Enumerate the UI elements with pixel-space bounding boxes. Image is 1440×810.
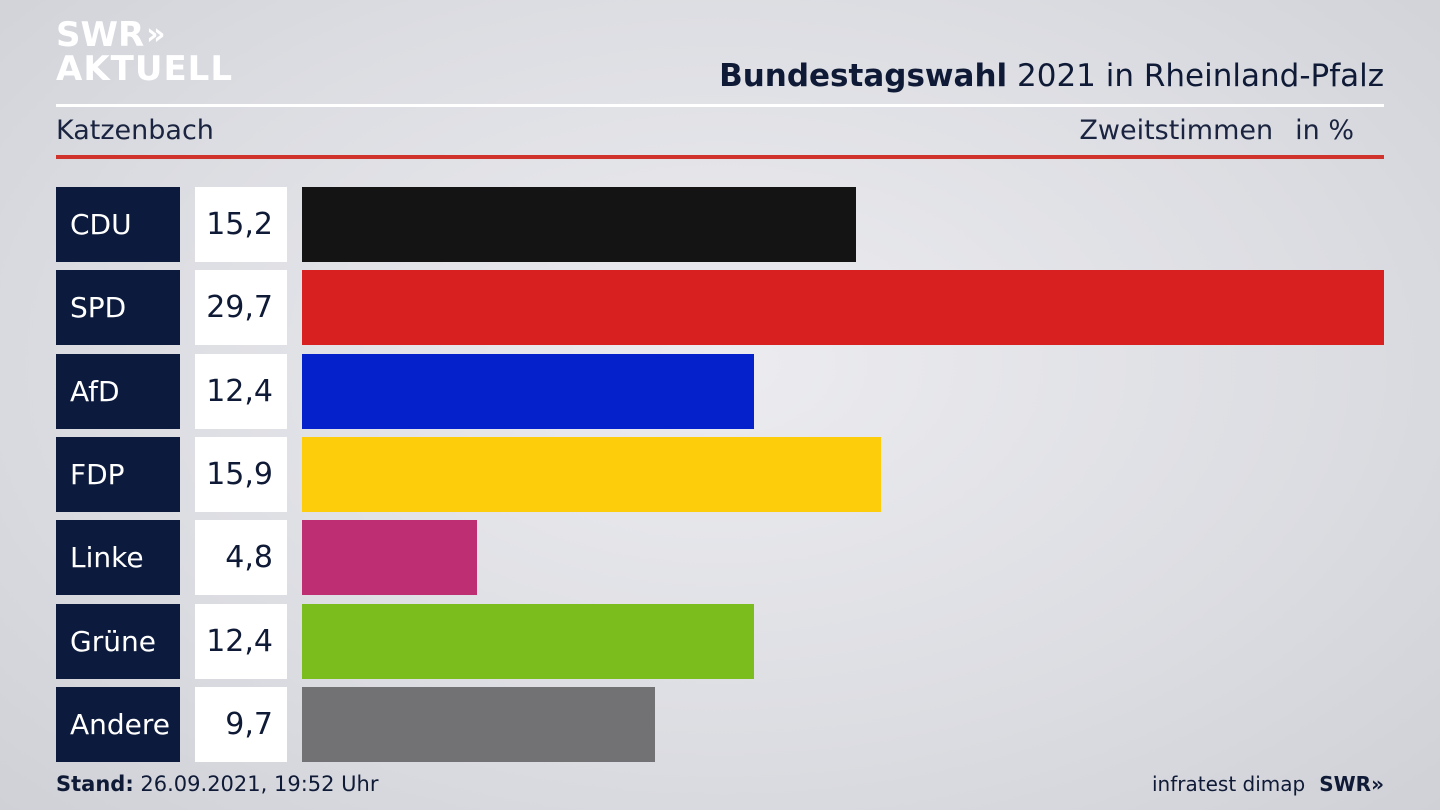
value-label: 4,8 [195,520,287,595]
stand-label: Stand: [56,772,134,796]
source-name: infratest dimap [1152,772,1306,796]
stand-value: 26.09.2021, 19:52 Uhr [133,772,379,796]
header-red-divider [56,155,1384,159]
party-label: Grüne [56,604,180,679]
value-label: 12,4 [195,354,287,429]
party-label: Andere [56,687,180,762]
party-label: Linke [56,520,180,595]
value-label: 29,7 [195,270,287,345]
title-rest: 2021 in Rheinland-Pfalz [1007,58,1384,94]
chart-title: Bundestagswahl 2021 in Rheinland-Pfalz [719,58,1384,94]
bar [302,604,754,679]
measure-unit: in % [1295,115,1354,146]
party-label: CDU [56,187,180,262]
footer-swr-logo: SWR» [1319,772,1384,796]
bar-row: SPD 29,7 [56,270,1384,345]
bar [302,520,477,595]
bar-row: FDP 15,9 [56,437,1384,512]
source-credit: infratest dimap SWR» [1152,772,1384,796]
logo-swr-text: SWR [56,15,145,55]
region-name: Katzenbach [56,115,214,146]
bar-row: CDU 15,2 [56,187,1384,262]
bar [302,437,881,512]
bar-row: Andere 9,7 [56,687,1384,762]
bar [302,687,655,762]
swr-aktuell-logo: SWR» AKTUELL [56,15,234,89]
value-label: 15,2 [195,187,287,262]
party-label: FDP [56,437,180,512]
party-label: AfD [56,354,180,429]
value-label: 15,9 [195,437,287,512]
value-label: 9,7 [195,687,287,762]
logo-chevrons: » [146,17,166,52]
bar-row: Grüne 12,4 [56,604,1384,679]
bar [302,187,856,262]
bar-row: AfD 12,4 [56,354,1384,429]
bar [302,270,1384,345]
logo-aktuell-text: AKTUELL [56,49,234,89]
title-divider [56,104,1384,107]
bar-row: Linke 4,8 [56,520,1384,595]
measure-type: Zweitstimmen [1079,115,1274,146]
party-label: SPD [56,270,180,345]
timestamp: Stand: 26.09.2021, 19:52 Uhr [56,772,379,796]
bar [302,354,754,429]
measure-label: Zweitstimmen in % [1079,115,1354,146]
value-label: 12,4 [195,604,287,679]
title-bold: Bundestagswahl [719,58,1008,94]
